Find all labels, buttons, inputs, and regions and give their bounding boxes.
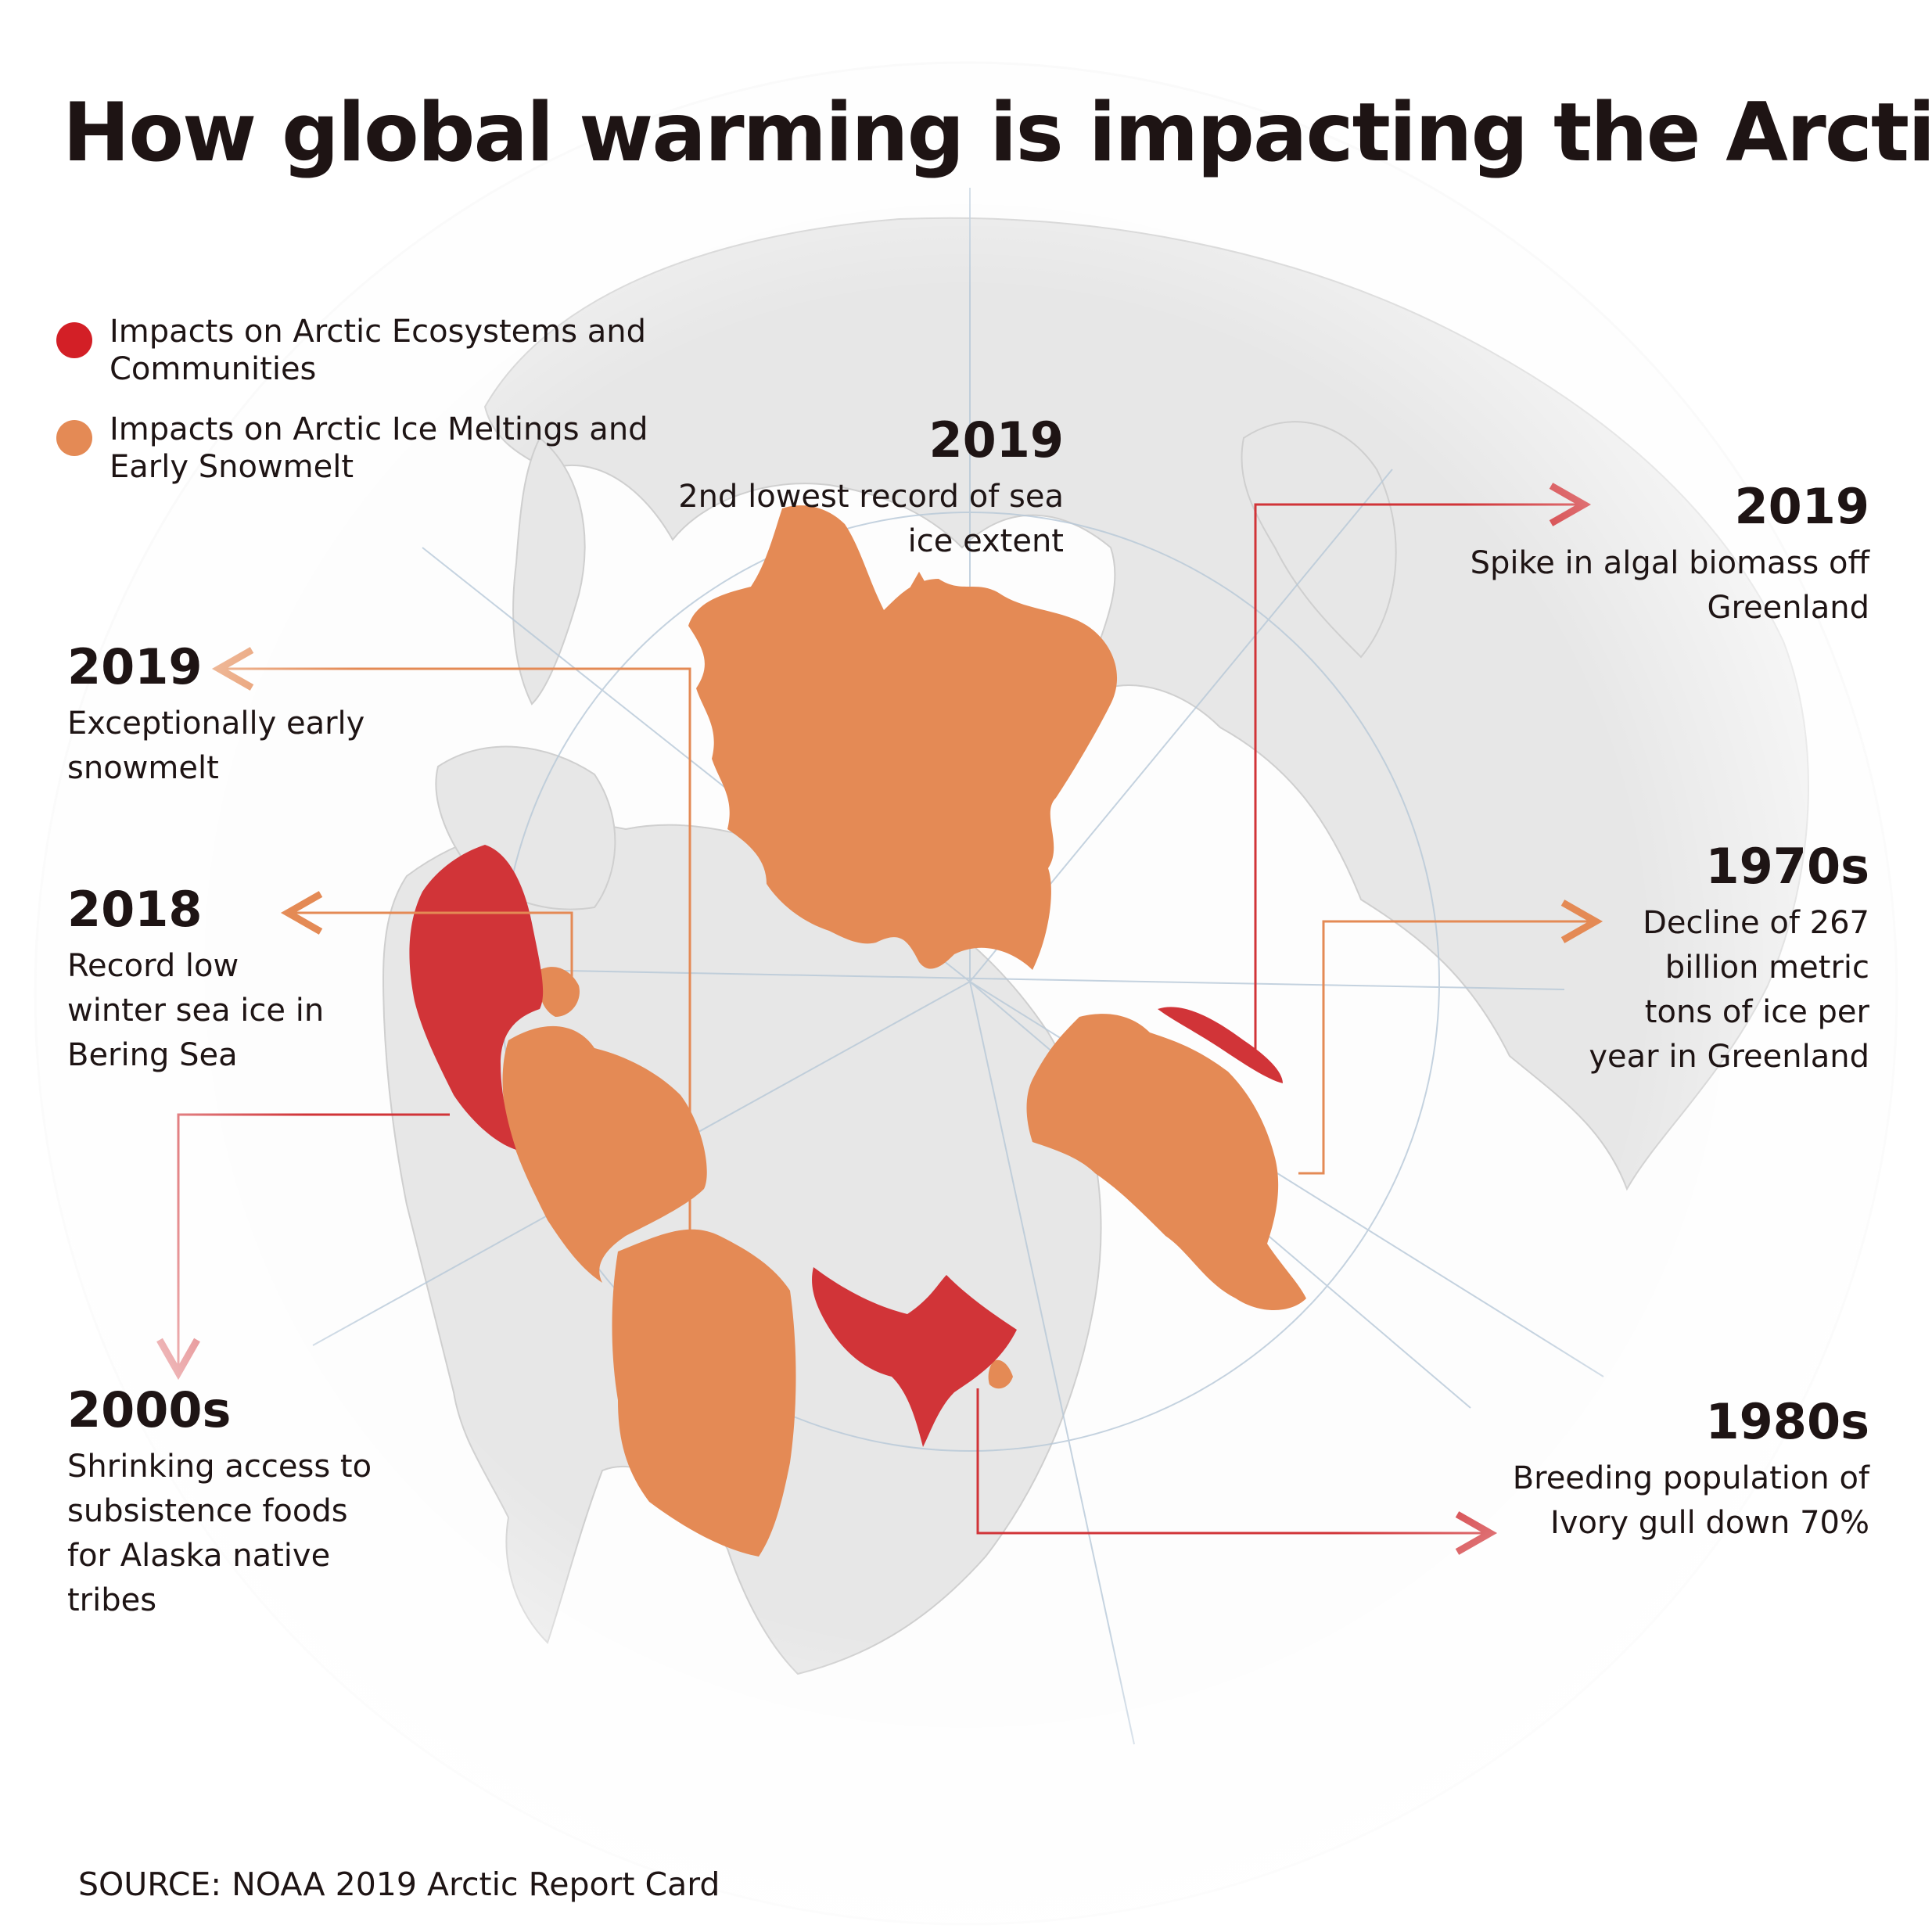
annotation-text: 2nd lowest record of sea ice extent (678, 479, 1064, 559)
annotation-algal-2019: 2019 Spike in algal biomass off Greenlan… (1463, 477, 1869, 630)
annotation-bering-2018: 2018 Record low winter sea ice in Bering… (67, 880, 341, 1078)
legend-label: Impacts on Arctic Ice Meltings and Early… (110, 411, 648, 485)
annotation-year: 2019 (67, 638, 203, 695)
legend-label: Impacts on Arctic Ecosystems and Communi… (110, 314, 647, 387)
annotation-year: 2000s (67, 1381, 232, 1438)
annotation-text: Shrinking access to subsistence foods fo… (67, 1449, 372, 1618)
source-credit: SOURCE: NOAA 2019 Arctic Report Card (78, 1866, 720, 1903)
annotation-year: 2018 (67, 881, 203, 938)
annotation-subsistence-2000s: 2000s Shrinking access to subsistence fo… (67, 1381, 396, 1623)
annotation-text: Spike in algal biomass off Greenland (1470, 545, 1869, 626)
annotation-year: 1970s (1705, 838, 1869, 895)
annotation-sea-ice-2019: 2019 2nd lowest record of sea ice extent (641, 411, 1064, 564)
annotation-greenland-1970s: 1970s Decline of 267 billion metric tons… (1588, 837, 1869, 1079)
annotation-year: 1980s (1705, 1393, 1869, 1450)
annotation-text: Decline of 267 billion metric tons of ic… (1589, 905, 1869, 1075)
red-dot-icon (56, 322, 92, 358)
page-title: How global warming is impacting the Arct… (63, 86, 1932, 180)
annotation-text: Record low winter sea ice in Bering Sea (67, 948, 325, 1073)
orange-dot-icon (56, 420, 92, 456)
annotation-snowmelt-2019: 2019 Exceptionally early snowmelt (67, 637, 404, 791)
annotation-text: Breeding population of Ivory gull down 7… (1512, 1460, 1869, 1541)
legend-item-ice: Impacts on Arctic Ice Meltings and Early… (56, 411, 673, 486)
legend-item-ecosystems: Impacts on Arctic Ecosystems and Communi… (56, 313, 673, 388)
annotation-text: Exceptionally early snowmelt (67, 706, 365, 786)
annotation-year: 2019 (1734, 478, 1869, 535)
annotation-ivory-gull-1980s: 1980s Breeding population of Ivory gull … (1510, 1392, 1869, 1546)
annotation-year: 2019 (928, 411, 1064, 469)
